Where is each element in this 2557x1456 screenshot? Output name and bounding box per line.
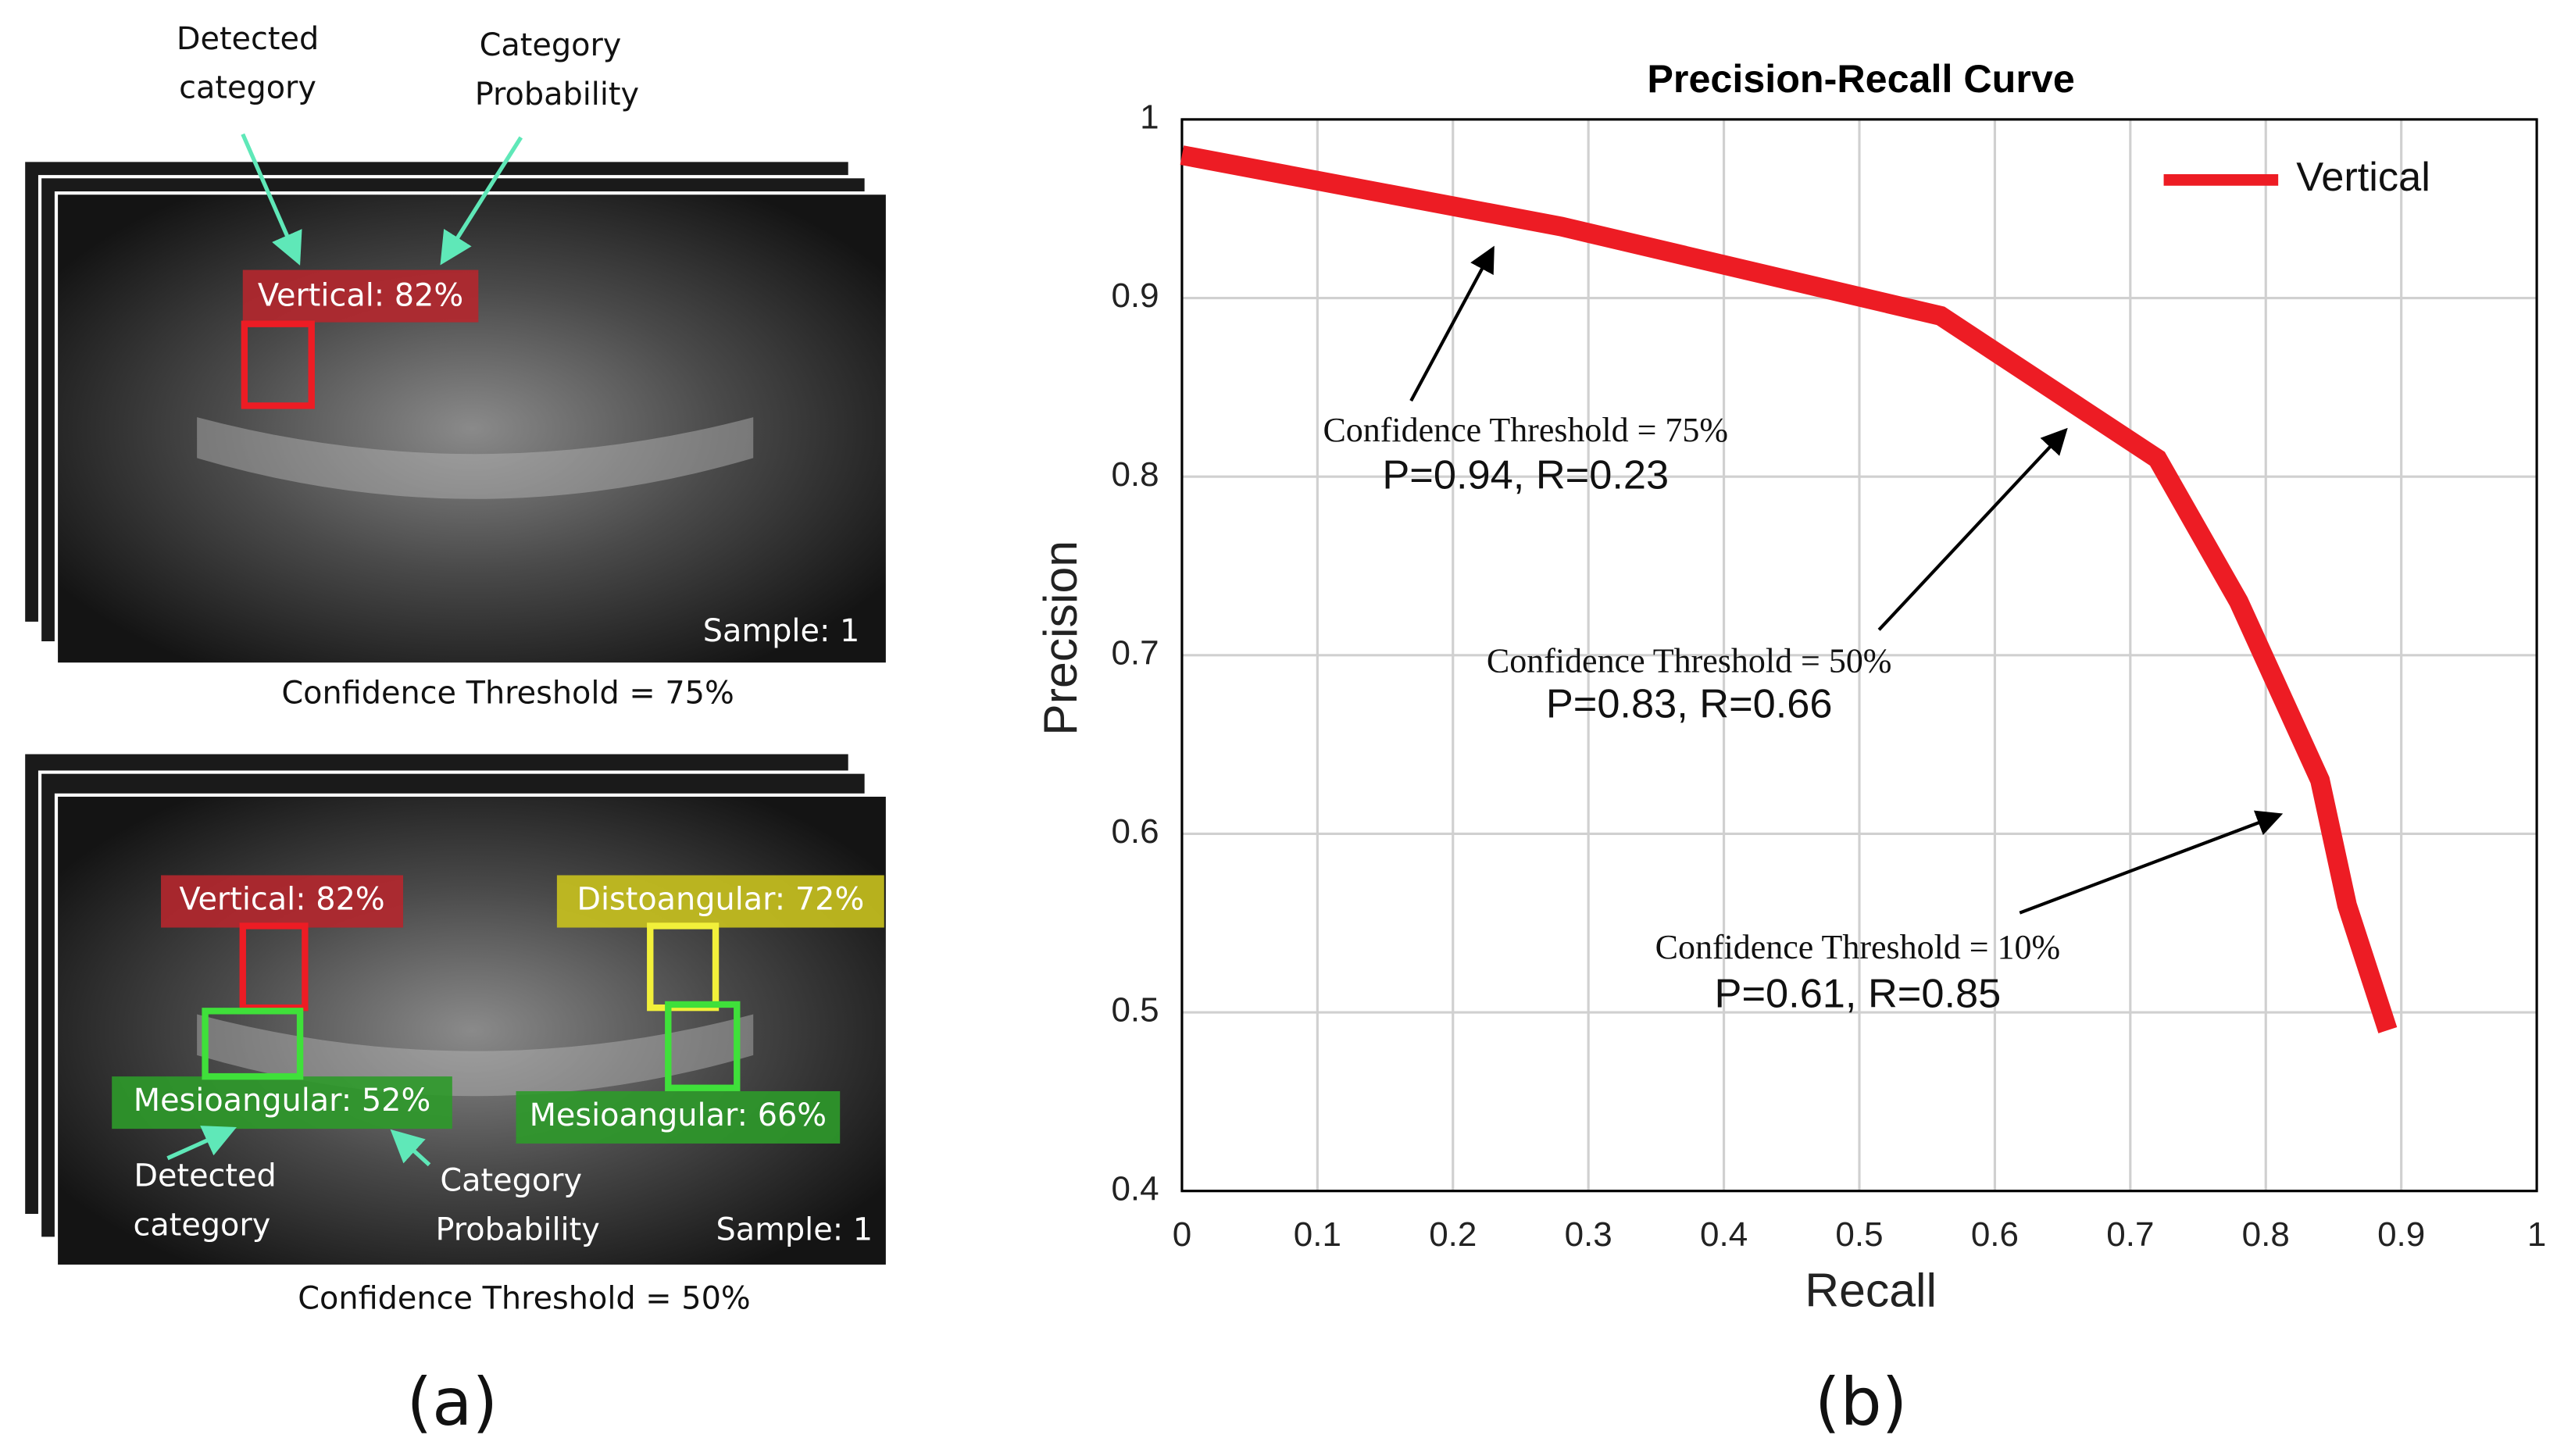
annotation-arrow	[1877, 427, 2068, 631]
xray-stack-top: Vertical: 82% Sample: 1 Confidence Thres…	[22, 21, 890, 712]
y-tick-label: 0.5	[1111, 991, 1159, 1030]
annotation-arrow	[1409, 245, 1495, 402]
annotation-detail: P=0.61, R=0.85	[1715, 971, 2002, 1016]
pr-curve	[1180, 145, 2398, 1033]
y-tick-label: 0.6	[1111, 812, 1159, 851]
x-axis-label: Recall	[1805, 1264, 1937, 1317]
callout: category	[133, 1207, 270, 1243]
y-tick-label: 0.9	[1111, 277, 1159, 315]
threshold-label: Confidence Threshold = 75%	[281, 676, 734, 712]
callout: Detected	[134, 1158, 276, 1194]
sample-label: Sample: 1	[703, 613, 860, 649]
callout: Probability	[475, 77, 639, 112]
callout: Category	[480, 27, 622, 63]
annotation-text: Confidence Threshold = 50%	[1487, 641, 1892, 680]
annotation-detail: P=0.94, R=0.23	[1382, 452, 1669, 498]
detection-label: Vertical: 82%	[179, 882, 384, 918]
callout: Detected	[177, 21, 319, 57]
y-tick-label: 1	[1140, 98, 1159, 137]
callout: Category	[440, 1163, 582, 1199]
x-tick-label: 0.6	[1971, 1215, 2019, 1254]
detection-label: Vertical: 82%	[258, 278, 463, 314]
annotation-arrow	[2019, 810, 2284, 915]
annotation-text: Confidence Threshold = 10%	[1655, 928, 2061, 966]
x-tick-label: 1	[2527, 1215, 2546, 1254]
x-tick-label: 0.9	[2377, 1215, 2425, 1254]
annotation-detail: P=0.83, R=0.66	[1546, 682, 1833, 727]
sample-label: Sample: 1	[716, 1212, 873, 1248]
x-tick-label: 0.8	[2242, 1215, 2290, 1254]
x-tick-label: 0	[1173, 1215, 1191, 1254]
xray-stack-bottom: Vertical: 82% Distoangular: 72% Mesioang…	[22, 751, 890, 1317]
axes-frame	[1180, 118, 2538, 1193]
y-tick-label: 0.8	[1111, 455, 1159, 494]
x-tick-label: 0.7	[2106, 1215, 2154, 1254]
y-tick-label: 0.4	[1111, 1169, 1159, 1208]
callout: Probability	[435, 1212, 599, 1248]
callout: category	[179, 70, 316, 106]
threshold-label: Confidence Threshold = 50%	[298, 1281, 750, 1317]
detection-label: Mesioangular: 52%	[134, 1083, 431, 1119]
detection-label: Mesioangular: 66%	[530, 1097, 827, 1133]
x-tick-label: 0.5	[1835, 1215, 1883, 1254]
y-axis-label: Precision	[1034, 541, 1087, 736]
panel-caption: (b)	[1815, 1364, 1908, 1440]
x-tick-label: 0.2	[1429, 1215, 1477, 1254]
annotation-text: Confidence Threshold = 75%	[1323, 411, 1728, 449]
x-tick-label: 0.1	[1294, 1215, 1341, 1254]
legend-label: Vertical	[2296, 155, 2430, 200]
panel-caption: (a)	[406, 1364, 498, 1440]
x-tick-label: 0.4	[1700, 1215, 1748, 1254]
detection-label: Distoangular: 72%	[577, 882, 864, 918]
x-tick-label: 0.3	[1565, 1215, 1612, 1254]
chart-title: Precision-Recall Curve	[1647, 57, 2074, 101]
y-tick-label: 0.7	[1111, 633, 1159, 672]
